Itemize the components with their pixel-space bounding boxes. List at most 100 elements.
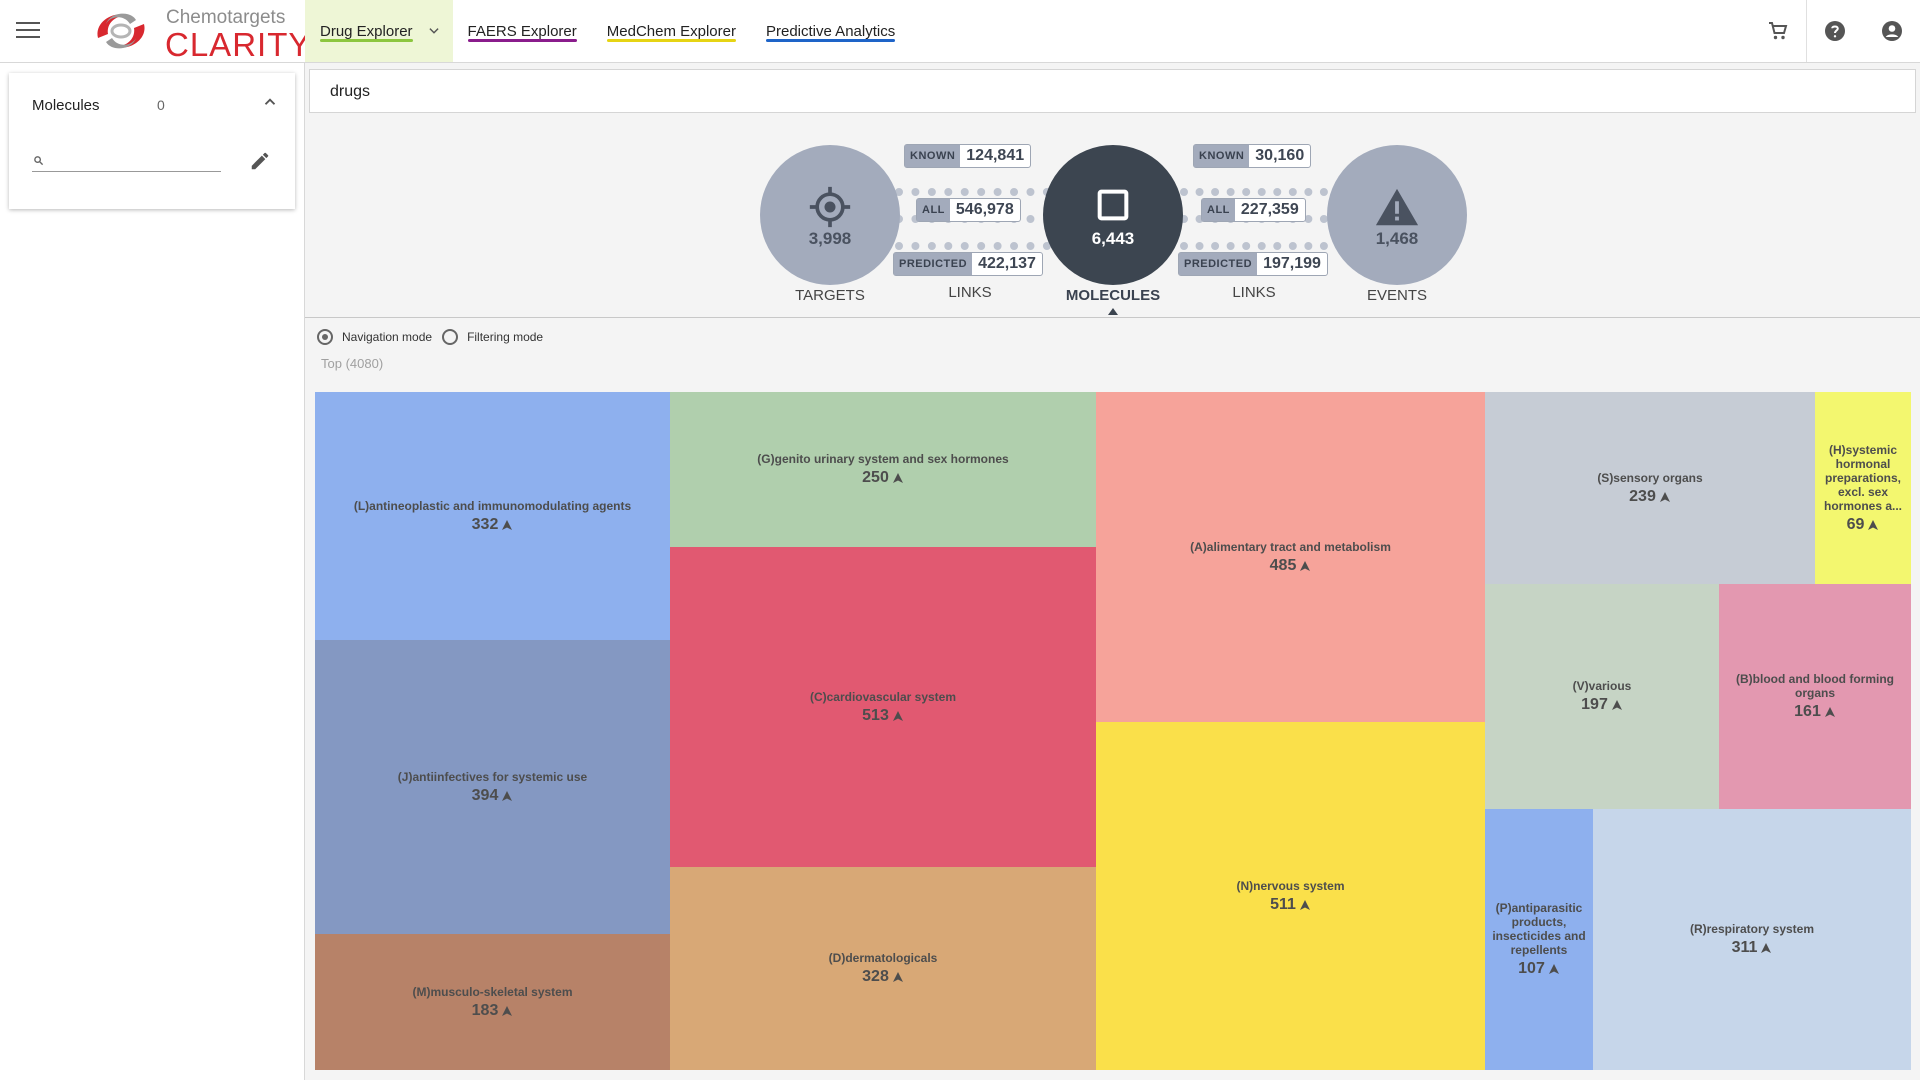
caret-up-icon[interactable] — [1760, 942, 1772, 954]
tile-value: 239 — [1629, 487, 1656, 505]
tile-name: (B)blood and blood forming organs — [1736, 672, 1894, 700]
tile-name: (G)genito urinary system and sex hormone… — [757, 452, 1009, 466]
tile-value: 69 — [1846, 515, 1865, 533]
brand-main-text: CLARITY — [165, 26, 312, 63]
cart-icon[interactable] — [1766, 19, 1790, 43]
nav-drug-explorer[interactable]: Drug Explorer — [305, 0, 453, 62]
treemap-tile-n[interactable]: (N)nervous system 511 — [1096, 722, 1485, 1070]
nav-faers-explorer-underline — [467, 39, 577, 42]
nav-drug-explorer-underline — [320, 39, 413, 42]
targets-label: TARGETS — [795, 287, 865, 304]
tile-value: 485 — [1269, 556, 1297, 574]
caret-up-icon[interactable] — [1299, 899, 1311, 911]
nav-faers-explorer-label: FAERS Explorer — [467, 22, 577, 40]
entity-flow: 3,998 TARGETS KNOWN 124,841 ALL 546,978 … — [305, 121, 1920, 317]
molecules-node-count: 6,443 — [1091, 229, 1135, 248]
chevron-up-icon[interactable] — [261, 93, 279, 111]
left-known-links-badge[interactable]: KNOWN 124,841 — [904, 144, 1032, 168]
nav-predictive-analytics[interactable]: Predictive Analytics — [751, 0, 910, 62]
caret-up-icon[interactable] — [892, 971, 904, 983]
connector-right-known — [1180, 188, 1328, 196]
tile-value-row: 311 — [1732, 939, 1773, 957]
treemap-tile-v[interactable]: (V)various 197 — [1485, 584, 1719, 809]
nav-predictive-analytics-label: Predictive Analytics — [765, 22, 896, 40]
nav-medchem-explorer-underline — [606, 39, 736, 42]
breadcrumb[interactable]: Top (4080) — [321, 356, 384, 371]
right-all-key: ALL — [1202, 199, 1235, 221]
tile-value: 107 — [1518, 960, 1545, 977]
treemap-tile-g[interactable]: (G)genito urinary system and sex hormone… — [670, 392, 1096, 547]
treemap-tile-p[interactable]: (P)antiparasitic products, insecticides … — [1485, 809, 1593, 1070]
top-bar: Chemotargets CLARITY Drug Explorer FAERS… — [0, 0, 1920, 63]
tile-name: (S)sensory organs — [1597, 470, 1703, 485]
nav-medchem-explorer-label: MedChem Explorer — [606, 22, 736, 40]
tile-value: 311 — [1731, 939, 1758, 956]
events-node[interactable]: 1,468 — [1327, 145, 1467, 285]
tile-value-row: 485 — [1270, 557, 1312, 575]
treemap-tile-j[interactable]: (J)antiinfectives for systemic use 394 — [315, 640, 670, 934]
caret-up-icon[interactable] — [892, 472, 904, 484]
tile-name: (A)alimentary tract and metabolism — [1190, 539, 1391, 554]
tile-name: (L)antineoplastic and immunomodulating a… — [353, 498, 632, 513]
search-icon — [34, 156, 44, 166]
chevron-down-icon[interactable] — [427, 24, 441, 38]
tile-value: 513 — [862, 706, 889, 724]
right-all-links-badge[interactable]: ALL 227,359 — [1201, 198, 1306, 222]
events-count: 1,468 — [1375, 229, 1419, 248]
filtering-mode-label[interactable]: Filtering mode — [467, 330, 544, 344]
treemap-tile-r[interactable]: (R)respiratory system 311 — [1593, 809, 1911, 1070]
caret-up-icon[interactable] — [1867, 519, 1879, 531]
query-input[interactable] — [328, 80, 1832, 104]
navigation-mode-radio[interactable] — [317, 329, 333, 345]
tile-value-row: 250 — [862, 469, 904, 487]
account-icon[interactable] — [1880, 19, 1904, 43]
treemap-tile-l[interactable]: (L)antineoplastic and immunomodulating a… — [315, 392, 670, 640]
nav-faers-explorer[interactable]: FAERS Explorer — [453, 0, 592, 62]
square-icon — [1097, 189, 1129, 221]
help-icon[interactable] — [1823, 19, 1847, 43]
molecules-search-input[interactable] — [48, 151, 222, 171]
targets-node[interactable]: 3,998 — [760, 145, 900, 285]
caret-up-icon[interactable] — [1611, 699, 1623, 711]
left-all-key: ALL — [917, 199, 950, 221]
tile-name: (D)dermatologicals — [828, 951, 938, 965]
tile-value: 250 — [862, 469, 889, 486]
tile-value: 394 — [471, 786, 499, 804]
left-all-links-badge[interactable]: ALL 546,978 — [916, 198, 1021, 222]
tile-value: 161 — [1794, 703, 1821, 720]
right-known-links-badge[interactable]: KNOWN 30,160 — [1193, 144, 1312, 168]
treemap-tile-m[interactable]: (M)musculo-skeletal system 183 — [315, 934, 670, 1070]
left-predicted-links-badge[interactable]: PREDICTED 422,137 — [893, 252, 1043, 276]
treemap-tile-b[interactable]: (B)blood and blood forming organs 161 — [1719, 584, 1911, 809]
treemap-tile-h[interactable]: (H)systemic hormonal preparations, excl.… — [1815, 392, 1911, 584]
edit-pencil-icon[interactable] — [249, 150, 271, 172]
treemap-tile-d[interactable]: (D)dermatologicals 328 — [670, 867, 1096, 1070]
caret-up-icon[interactable] — [1548, 963, 1560, 975]
tile-value-row: 107 — [1518, 960, 1560, 978]
treemap-tile-c[interactable]: (C)cardiovascular system 513 — [670, 547, 1096, 867]
treemap-tile-s[interactable]: (S)sensory organs 239 — [1485, 392, 1815, 584]
caret-up-icon[interactable] — [501, 790, 513, 802]
tile-name: (J)antiinfectives for systemic use — [397, 769, 588, 784]
left-predicted-key: PREDICTED — [894, 253, 973, 275]
right-predicted-links-badge[interactable]: PREDICTED 197,199 — [1178, 252, 1328, 276]
nav-medchem-explorer[interactable]: MedChem Explorer — [592, 0, 751, 62]
top-bar-divider — [1806, 0, 1807, 62]
molecules-search-field — [32, 151, 222, 172]
tile-value-row: 161 — [1794, 703, 1836, 721]
caret-up-icon[interactable] — [1299, 560, 1311, 572]
right-predicted-key: PREDICTED — [1179, 253, 1258, 275]
navigation-mode-label[interactable]: Navigation mode — [342, 330, 433, 344]
tile-value-row: 239 — [1629, 488, 1671, 506]
connector-right-predicted — [1180, 242, 1328, 250]
caret-up-icon[interactable] — [1824, 706, 1836, 718]
caret-up-icon[interactable] — [892, 710, 904, 722]
caret-up-icon[interactable] — [501, 1005, 513, 1017]
hamburger-icon[interactable] — [16, 22, 40, 40]
caret-up-icon[interactable] — [1659, 491, 1671, 503]
molecules-node[interactable]: 6,443 — [1043, 145, 1183, 285]
caret-up-icon[interactable] — [501, 519, 513, 531]
filtering-mode-radio[interactable] — [442, 329, 459, 345]
tile-value: 328 — [862, 968, 889, 985]
treemap-tile-a[interactable]: (A)alimentary tract and metabolism 485 — [1096, 392, 1485, 722]
